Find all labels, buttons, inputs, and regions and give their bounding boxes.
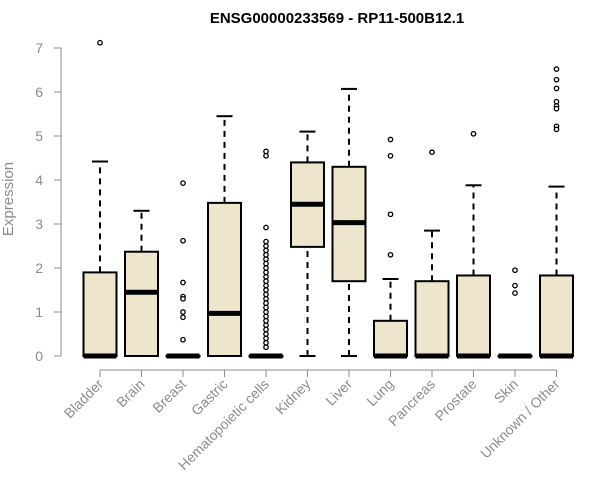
y-tick-label: 7 xyxy=(35,40,43,56)
box xyxy=(124,250,159,357)
outlier-point xyxy=(512,282,518,289)
x-tick-label: Lung xyxy=(363,376,396,409)
outlier-point xyxy=(387,211,394,218)
outlier-point xyxy=(263,313,269,320)
box-group xyxy=(331,87,367,357)
box-group xyxy=(165,180,201,359)
y-tick-label: 0 xyxy=(35,348,43,364)
outlier-point xyxy=(263,287,269,293)
outlier-point xyxy=(263,335,269,342)
box xyxy=(539,274,574,358)
outlier-point xyxy=(387,251,394,258)
outlier-point xyxy=(263,339,269,346)
x-tick-label: Prostate xyxy=(431,376,479,424)
outlier-point xyxy=(263,282,269,289)
box-group xyxy=(373,136,408,359)
y-axis: 0 1 2 3 4 5 6 7 xyxy=(35,40,62,364)
outlier-point xyxy=(263,295,269,302)
box xyxy=(414,280,450,358)
x-tick-label: Unknown / Other xyxy=(477,376,563,462)
y-axis-label: Expression xyxy=(0,162,17,236)
box-group xyxy=(497,267,533,359)
outlier-point xyxy=(263,256,269,263)
outlier-point xyxy=(263,243,269,249)
outlier-point xyxy=(263,331,269,337)
outlier-point xyxy=(180,279,186,286)
outlier-point xyxy=(180,237,186,244)
box xyxy=(82,271,118,357)
outlier-point xyxy=(180,295,186,302)
outlier-point xyxy=(180,180,186,186)
outlier-point xyxy=(263,273,269,280)
y-tick-label: 1 xyxy=(35,304,43,320)
outlier-point xyxy=(263,278,269,285)
outlier-point xyxy=(553,85,560,92)
outlier-point xyxy=(553,126,560,133)
box-group xyxy=(124,209,159,357)
outlier-point xyxy=(470,130,477,137)
x-tick-label: Brain xyxy=(113,376,147,410)
outlier-point xyxy=(180,309,186,315)
outlier-point xyxy=(263,291,269,298)
x-tick-label: Breast xyxy=(149,376,189,416)
outlier-point xyxy=(553,76,560,83)
outlier-point xyxy=(263,344,269,351)
box-group xyxy=(290,130,325,357)
box-group xyxy=(82,39,118,359)
outlier-point xyxy=(263,265,269,271)
outlier-point xyxy=(263,300,269,307)
outlier-point xyxy=(263,317,269,324)
x-tick-label: Liver xyxy=(322,376,355,409)
outlier-point xyxy=(263,304,269,311)
outlier-point xyxy=(97,39,103,46)
outlier-point xyxy=(263,326,269,333)
outlier-point xyxy=(512,267,518,274)
chart-title: ENSG00000233569 - RP11-500B12.1 xyxy=(210,10,464,27)
box-group xyxy=(414,149,450,359)
outlier-point xyxy=(387,152,394,159)
outlier-point xyxy=(263,309,269,315)
outlier-point xyxy=(263,152,269,159)
y-tick-label: 6 xyxy=(35,84,43,100)
outlier-point xyxy=(263,269,269,276)
y-tick-label: 4 xyxy=(35,172,43,188)
x-tick-label: Skin xyxy=(491,376,522,407)
outlier-point xyxy=(512,290,518,296)
box-group xyxy=(207,115,242,357)
outlier-point xyxy=(429,149,435,156)
outlier-point xyxy=(553,98,560,105)
y-tick-label: 3 xyxy=(35,216,43,232)
outlier-point xyxy=(263,224,269,231)
outlier-point xyxy=(553,105,560,112)
outlier-point xyxy=(553,66,560,72)
box-group xyxy=(456,130,491,359)
x-tick-label: Kidney xyxy=(272,376,314,418)
plot-area xyxy=(82,39,574,359)
y-tick-label: 2 xyxy=(35,260,43,276)
box xyxy=(373,319,408,357)
outlier-point xyxy=(387,136,394,143)
outlier-point xyxy=(263,322,269,329)
outlier-point xyxy=(263,238,269,245)
outlier-point xyxy=(263,148,269,155)
box-group xyxy=(248,148,284,359)
box-group xyxy=(539,66,574,359)
box xyxy=(207,201,242,357)
y-tick-label: 5 xyxy=(35,128,43,144)
outlier-point xyxy=(263,251,269,258)
x-tick-label: Bladder xyxy=(61,376,107,422)
outlier-point xyxy=(180,314,186,321)
outlier-point xyxy=(263,247,269,254)
box xyxy=(456,274,491,358)
outlier-point xyxy=(263,260,269,267)
outlier-point xyxy=(180,336,186,343)
